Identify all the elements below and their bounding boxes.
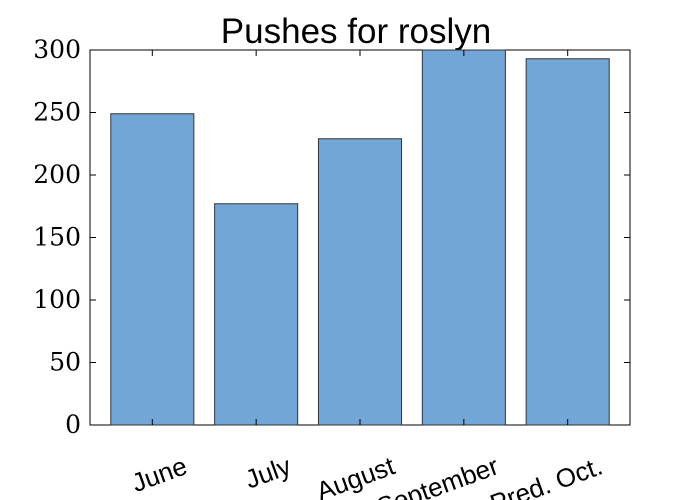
bar-july (214, 203, 299, 426)
y-tick-label: 150 (33, 223, 81, 252)
bar-august (317, 138, 403, 426)
bar-june (110, 113, 195, 426)
y-tick-label: 250 (33, 98, 81, 127)
bar-september (421, 49, 506, 426)
x-tick-label: June (128, 450, 191, 497)
y-tick-label: 300 (33, 35, 81, 64)
y-tick-label: 200 (33, 160, 81, 189)
bar-pred-oct (525, 58, 610, 426)
y-tick-label: 0 (65, 410, 81, 439)
y-axis: 0 50 100 150 200 250 300 (33, 35, 630, 439)
y-tick-label: 100 (33, 285, 81, 314)
bar-group (110, 49, 610, 426)
chart-title: Pushes for roslyn (221, 12, 491, 51)
y-tick-label: 50 (49, 348, 81, 377)
x-tick-label: July (241, 450, 295, 494)
x-tick-label: Pred. Oct. (486, 450, 606, 500)
